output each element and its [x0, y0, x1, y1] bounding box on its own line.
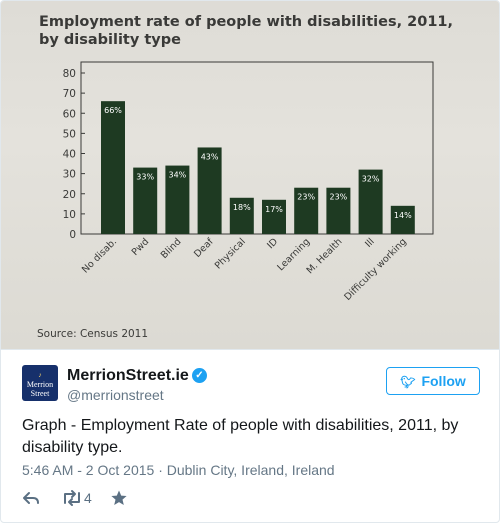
x-category-label: No disab.: [80, 236, 119, 275]
bar-value-label: 34%: [169, 171, 187, 180]
bar: [165, 165, 190, 234]
chart-title: Employment rate of people with disabilit…: [39, 13, 479, 49]
bar: [101, 101, 125, 234]
follow-label: Follow: [421, 373, 466, 389]
avatar[interactable]: ♪ Merrion Street: [22, 365, 58, 401]
y-tick-label: 80: [63, 68, 76, 80]
y-tick-label: 20: [63, 189, 76, 201]
bar-value-label: 17%: [265, 205, 283, 214]
bar: [358, 169, 383, 234]
bar: [294, 187, 319, 234]
bar: [390, 205, 415, 234]
bar-chart: 0 10 20 30 40 50 60 70 80 66% No disab. 33% Pwd 34% Bl…: [63, 61, 434, 303]
x-category-label: Deaf: [192, 236, 216, 260]
reply-icon[interactable]: [22, 489, 40, 507]
bar-value-label: 18%: [233, 203, 251, 212]
retweet-icon[interactable]: [61, 489, 83, 507]
y-tick-label: 10: [63, 209, 76, 221]
bar-value-label: 14%: [394, 211, 412, 220]
bar: [326, 187, 351, 234]
bar-value-label: 23%: [330, 193, 348, 202]
bar: [262, 199, 286, 234]
star-icon[interactable]: [110, 489, 128, 507]
tweet-timestamp[interactable]: 5:46 AM - 2 Oct 2015: [22, 462, 155, 478]
tweet-meta: 5:46 AM - 2 Oct 2015 · Dublin City, Irel…: [22, 462, 335, 478]
tweet-location[interactable]: Dublin City, Ireland, Ireland: [166, 462, 335, 478]
verified-badge-icon: ✓: [192, 368, 207, 383]
chart-source: Source: Census 2011: [37, 328, 149, 340]
bar-value-label: 66%: [104, 106, 122, 115]
harp-logo-icon: ♪: [38, 371, 42, 379]
y-tick-label: 0: [69, 229, 76, 241]
meta-separator: ·: [158, 462, 167, 478]
user-handle[interactable]: @merrionstreet: [67, 387, 164, 403]
y-tick-label: 50: [63, 128, 76, 140]
x-category-label: Blind: [159, 236, 184, 261]
bar: [133, 167, 158, 234]
y-tick-label: 70: [63, 88, 76, 100]
y-tick-label: 30: [63, 169, 76, 181]
x-category-label: Difficulty working: [342, 236, 409, 303]
chart-title-line-1: Employment rate of people with disabilit…: [39, 14, 454, 30]
follow-button[interactable]: 🐦︎ Follow: [386, 367, 480, 395]
bar-value-label: 32%: [362, 175, 380, 184]
display-name[interactable]: MerrionStreet.ie: [67, 367, 189, 384]
bar: [229, 197, 254, 234]
x-category-label: Pwd: [130, 236, 152, 258]
avatar-text-line-1: Merrion: [26, 380, 54, 389]
bar-value-label: 33%: [136, 173, 154, 182]
x-category-label: ID: [265, 236, 280, 251]
chart-title-line-2: by disability type: [39, 32, 181, 48]
bar-value-label: 23%: [297, 193, 315, 202]
tweet-text: Graph - Employment Rate of people with d…: [22, 417, 459, 456]
bar-value-label: 43%: [201, 152, 219, 161]
tweet-photo[interactable]: Employment rate of people with disabilit…: [1, 1, 499, 350]
x-category-label: Physical: [213, 236, 248, 271]
y-tick-label: 40: [63, 149, 76, 161]
avatar-text-line-2: Street: [30, 389, 50, 398]
x-category-label: Ill: [363, 236, 377, 250]
y-tick-label: 60: [63, 108, 76, 120]
x-category-label: M. Health: [305, 236, 345, 276]
twitter-bird-icon: 🐦︎: [400, 375, 416, 389]
retweet-count: 4: [84, 490, 92, 506]
bar: [197, 147, 222, 234]
plot-frame: [80, 61, 434, 235]
